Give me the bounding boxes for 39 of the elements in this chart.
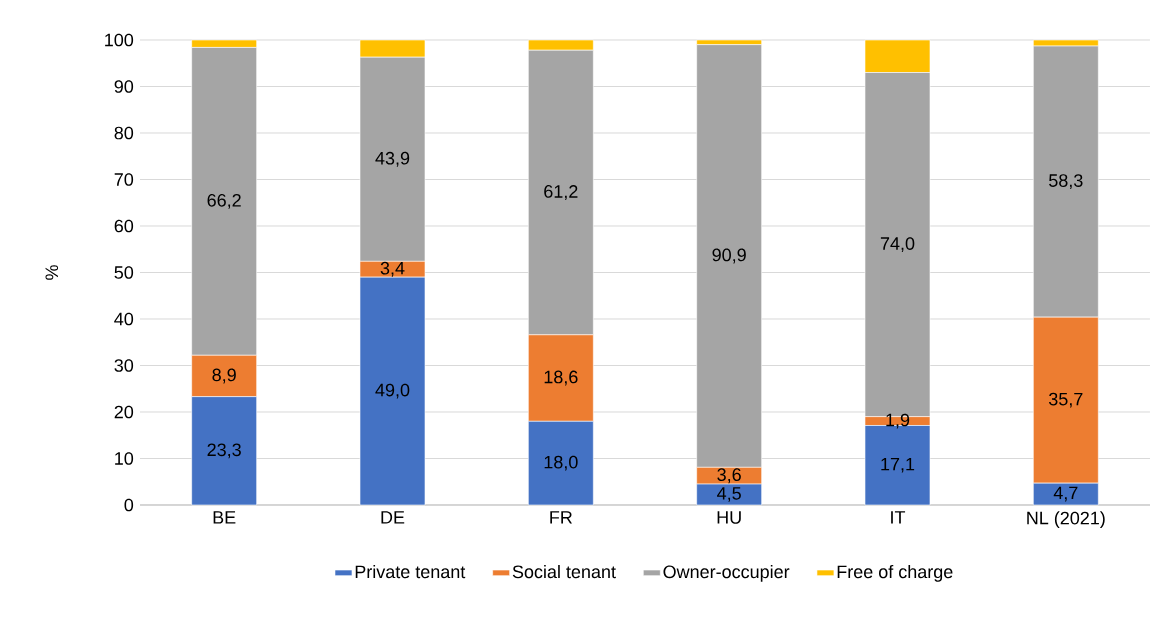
data-label: 49,0 (375, 383, 410, 399)
y-tick-label: 0 (124, 498, 134, 512)
y-axis-title: % (45, 265, 59, 280)
legend-label: Owner-occupier (663, 564, 790, 582)
data-label: 3,4 (380, 261, 405, 277)
y-tick-label: 100 (105, 33, 134, 47)
data-label: 43,9 (375, 151, 410, 167)
data-label: 35,7 (1049, 392, 1083, 408)
data-label: 23,3 (207, 443, 241, 459)
data-label: 66,2 (207, 193, 241, 209)
y-tick-label: 70 (114, 173, 134, 186)
legend-label: Free of charge (837, 564, 953, 582)
legend-label: Social tenant (512, 564, 616, 579)
y-tick-label: 30 (114, 359, 134, 372)
legend-label: Private tenant (355, 564, 466, 579)
data-label: 74,0 (880, 237, 915, 253)
data-label: 8,9 (212, 368, 236, 384)
x-tick-label: DE (381, 511, 405, 524)
x-tick-label: FR (550, 511, 572, 524)
data-label: 4,7 (1053, 486, 1078, 502)
data-label: 90,9 (712, 248, 746, 264)
data-label: 61,2 (544, 185, 578, 200)
y-tick-label: 10 (115, 452, 134, 465)
y-tick-label: 90 (114, 80, 134, 93)
y-tick-label: 20 (114, 405, 134, 419)
y-tick-label: 60 (114, 219, 134, 233)
y-tick-label: 50 (114, 266, 134, 279)
y-tick-label: 40 (114, 312, 134, 326)
data-label: 58,3 (1049, 174, 1083, 190)
x-tick-label: NL (2021) (1027, 511, 1105, 528)
data-label: 4,5 (717, 487, 741, 502)
data-label: 18,6 (544, 370, 578, 386)
x-tick-label: BE (213, 511, 236, 524)
data-label: 17,1 (881, 457, 915, 473)
y-tick-label: 80 (114, 126, 134, 140)
x-tick-label: IT (891, 511, 906, 524)
x-tick-label: HU (717, 511, 741, 524)
data-label: 3,6 (717, 468, 741, 484)
data-label: 18,0 (544, 455, 578, 471)
